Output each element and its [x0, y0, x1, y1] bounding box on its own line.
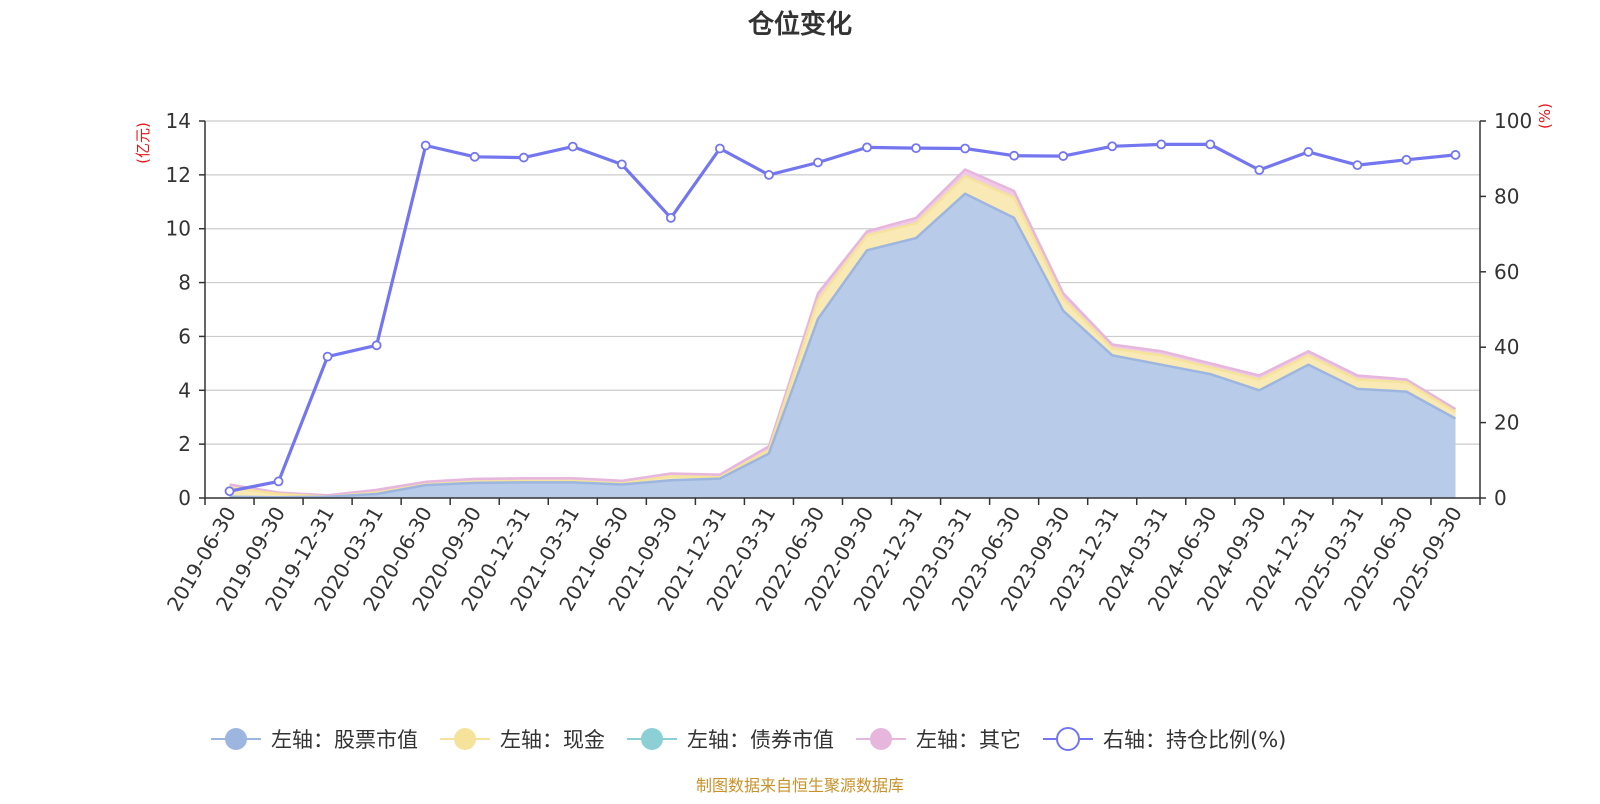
legend-item: 左轴：股票市值 [211, 728, 418, 752]
left-tick-label: 8 [178, 271, 191, 295]
legend-label: 左轴：现金 [500, 728, 605, 752]
legend-label: 左轴：其它 [916, 728, 1021, 752]
data-source-note: 制图数据来自恒生聚源数据库 [696, 776, 904, 795]
left-tick-label: 12 [166, 163, 191, 187]
ratio-point [862, 142, 872, 153]
legend-label: 左轴：债券市值 [687, 728, 834, 752]
ratio-point [567, 141, 578, 152]
right-tick-label: 40 [1494, 335, 1519, 359]
ratio-point [911, 143, 921, 154]
right-tick-label: 60 [1494, 260, 1519, 284]
left-tick-label: 0 [178, 486, 191, 510]
legend-marker-icon [225, 728, 247, 750]
left-tick-label: 6 [178, 324, 191, 348]
legend-label: 右轴：持仓比例(%) [1103, 728, 1286, 752]
ratio-point [1156, 139, 1167, 150]
ratio-point [616, 159, 627, 170]
left-tick-label: 10 [166, 217, 191, 241]
left-tick-label: 2 [178, 432, 191, 456]
ratio-point [715, 143, 725, 154]
legend-item: 左轴：债券市值 [627, 728, 834, 752]
ratio-point [371, 340, 382, 351]
right-axis-unit: (%) [1536, 103, 1554, 129]
right-tick-label: 100 [1494, 109, 1532, 133]
legend-item: 左轴：现金 [440, 728, 605, 752]
ratio-line [229, 142, 1456, 493]
legend-label: 左轴：股票市值 [271, 728, 418, 752]
legend-item: 右轴：持仓比例(%) [1043, 727, 1286, 752]
ratio-point [224, 486, 235, 497]
legend-item: 左轴：其它 [856, 728, 1021, 752]
ratio-point [960, 143, 970, 154]
ratio-point [273, 476, 284, 487]
ratio-point [1009, 150, 1020, 161]
legend-marker-icon [641, 728, 663, 750]
ratio-point [518, 152, 529, 163]
stacked-areas [229, 168, 1457, 499]
ratio-point [1058, 151, 1069, 161]
ratio-point [469, 151, 480, 162]
left-axis-unit: (亿元) [134, 122, 152, 164]
ratio-point [813, 157, 823, 168]
legend-marker-icon [870, 728, 892, 750]
area-fill [229, 193, 1456, 498]
holding-ratio-series [224, 139, 1461, 497]
ratio-point [1401, 154, 1412, 165]
left-tick-label: 4 [178, 378, 191, 402]
chart-title: 仓位变化 [747, 9, 852, 40]
ratio-point [1303, 147, 1314, 157]
ratio-point [322, 351, 333, 362]
ratio-point [1450, 150, 1461, 160]
ratio-point [1107, 141, 1118, 152]
right-tick-label: 80 [1494, 184, 1519, 208]
ratio-point [420, 140, 431, 151]
ratio-point [1205, 139, 1216, 150]
area-top-line [229, 168, 1457, 497]
ratio-point [1352, 160, 1363, 171]
right-tick-label: 0 [1494, 486, 1507, 510]
legend-marker-icon [1056, 727, 1080, 751]
area-top-line [229, 192, 1457, 499]
ratio-point [764, 170, 774, 180]
ratio-point [1254, 165, 1265, 175]
ratio-point [665, 212, 676, 223]
legend: 左轴：股票市值 左轴：现金 左轴：债券市值 左轴：其它 右轴：持仓比例(%) [211, 727, 1286, 752]
right-tick-label: 20 [1494, 411, 1519, 435]
legend-marker-icon [454, 728, 476, 750]
left-tick-label: 14 [166, 109, 191, 133]
